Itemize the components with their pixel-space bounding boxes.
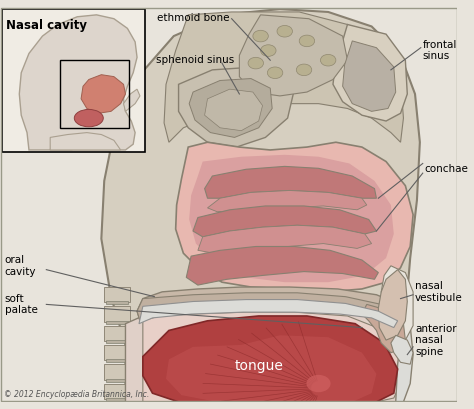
- Polygon shape: [139, 299, 398, 328]
- Polygon shape: [381, 266, 413, 345]
- Polygon shape: [104, 345, 130, 360]
- Polygon shape: [333, 25, 407, 121]
- Polygon shape: [137, 287, 403, 321]
- Polygon shape: [143, 312, 401, 402]
- Polygon shape: [126, 306, 403, 402]
- Ellipse shape: [248, 57, 264, 69]
- Text: © 2012 Encyclopædia Britannica, Inc.: © 2012 Encyclopædia Britannica, Inc.: [4, 390, 149, 399]
- Polygon shape: [106, 340, 128, 343]
- Ellipse shape: [277, 25, 292, 37]
- Polygon shape: [189, 79, 272, 137]
- Polygon shape: [106, 321, 128, 324]
- Text: conchae: conchae: [425, 164, 469, 174]
- Polygon shape: [104, 384, 130, 399]
- Text: sphenoid sinus: sphenoid sinus: [156, 55, 235, 65]
- Polygon shape: [81, 75, 126, 113]
- Polygon shape: [143, 316, 398, 402]
- Polygon shape: [205, 166, 376, 198]
- Text: anterior
nasal
spine: anterior nasal spine: [415, 324, 456, 357]
- Ellipse shape: [267, 67, 283, 79]
- Ellipse shape: [74, 110, 103, 127]
- Ellipse shape: [307, 375, 330, 392]
- Polygon shape: [198, 225, 372, 253]
- Polygon shape: [186, 247, 378, 285]
- Polygon shape: [362, 304, 405, 353]
- Text: frontal
sinus: frontal sinus: [423, 40, 457, 61]
- Polygon shape: [343, 41, 396, 111]
- Polygon shape: [391, 335, 413, 364]
- Polygon shape: [104, 287, 130, 303]
- Polygon shape: [208, 191, 367, 212]
- Ellipse shape: [261, 45, 276, 56]
- Polygon shape: [106, 301, 128, 304]
- Text: oral
cavity: oral cavity: [5, 255, 36, 276]
- Polygon shape: [106, 398, 128, 401]
- Polygon shape: [104, 326, 130, 341]
- Polygon shape: [378, 270, 407, 340]
- Ellipse shape: [253, 30, 268, 42]
- Polygon shape: [164, 12, 403, 142]
- Polygon shape: [193, 206, 376, 237]
- Ellipse shape: [296, 64, 312, 76]
- Polygon shape: [239, 15, 347, 96]
- Text: Nasal cavity: Nasal cavity: [6, 19, 87, 32]
- Polygon shape: [19, 15, 137, 150]
- Text: soft
palate: soft palate: [5, 294, 38, 315]
- Polygon shape: [124, 89, 140, 111]
- Polygon shape: [176, 142, 413, 292]
- Polygon shape: [101, 9, 420, 402]
- Text: ethmoid bone: ethmoid bone: [157, 13, 229, 23]
- Text: nasal
vestibule: nasal vestibule: [415, 281, 463, 303]
- Polygon shape: [189, 155, 394, 282]
- Polygon shape: [104, 306, 130, 322]
- Polygon shape: [205, 89, 263, 130]
- Polygon shape: [137, 293, 401, 321]
- Polygon shape: [50, 137, 73, 150]
- Ellipse shape: [320, 54, 336, 66]
- Ellipse shape: [299, 35, 315, 47]
- Polygon shape: [50, 133, 121, 150]
- Polygon shape: [386, 292, 413, 402]
- FancyBboxPatch shape: [2, 9, 145, 152]
- Polygon shape: [179, 67, 294, 147]
- Polygon shape: [106, 360, 128, 362]
- Polygon shape: [166, 335, 376, 402]
- Polygon shape: [106, 379, 128, 382]
- Polygon shape: [104, 364, 130, 380]
- Text: tongue: tongue: [234, 359, 283, 373]
